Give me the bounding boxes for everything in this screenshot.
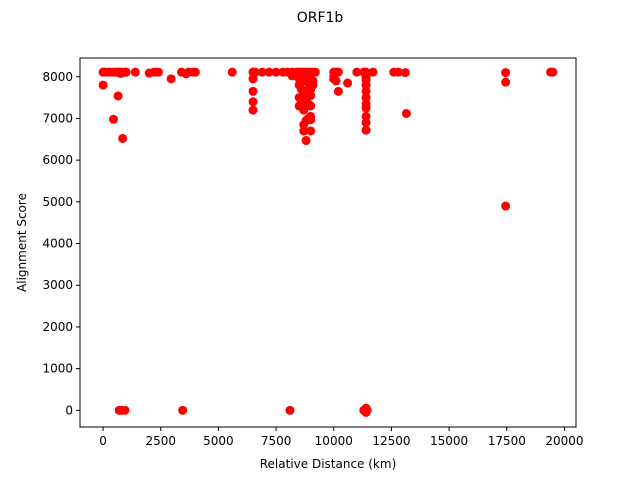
y-tick-label: 6000	[42, 153, 73, 167]
data-point	[501, 201, 511, 211]
data-point	[130, 67, 140, 77]
data-point	[248, 86, 258, 96]
data-points	[98, 67, 558, 417]
data-point	[331, 76, 341, 86]
data-point	[227, 67, 237, 77]
data-point	[113, 91, 123, 101]
data-point	[299, 105, 309, 115]
x-axis-ticks: 0 2500 5000 7500 10000 12500 15000 17500 20000	[99, 427, 584, 448]
data-point	[343, 78, 353, 88]
y-tick-label: 4000	[42, 237, 73, 251]
data-point	[271, 67, 281, 77]
data-point	[306, 126, 316, 136]
data-point	[361, 118, 371, 128]
data-point	[361, 407, 371, 417]
x-tick-label: 15000	[430, 434, 468, 448]
data-point	[120, 405, 130, 415]
data-point	[153, 67, 163, 77]
data-point	[287, 71, 297, 81]
data-point	[361, 93, 371, 103]
data-point	[248, 105, 258, 115]
data-point	[299, 126, 309, 136]
y-axis-label: Alignment Score	[15, 193, 29, 292]
x-tick-label: 0	[99, 434, 107, 448]
plot-frame	[79, 57, 577, 428]
chart-title: ORF1b	[297, 10, 344, 26]
y-axis-ticks: 0 1000 2000 3000 4000 5000 6000 7000 8000	[42, 70, 80, 417]
y-tick-label: 2000	[42, 320, 73, 334]
data-point	[400, 68, 410, 78]
x-tick-label: 12500	[372, 434, 410, 448]
data-point	[306, 115, 316, 125]
y-tick-label: 8000	[42, 70, 73, 84]
data-point	[248, 97, 258, 107]
x-tick-label: 2500	[145, 434, 176, 448]
data-point	[352, 67, 362, 77]
data-point	[393, 67, 403, 77]
data-point	[310, 67, 320, 77]
x-tick-label: 5000	[203, 434, 234, 448]
data-point	[361, 80, 371, 90]
y-tick-label: 7000	[42, 111, 73, 125]
data-point	[548, 67, 558, 77]
x-tick-label: 20000	[545, 434, 583, 448]
data-point	[118, 133, 128, 143]
data-point	[178, 405, 188, 415]
y-tick-label: 3000	[42, 278, 73, 292]
y-tick-label: 1000	[42, 362, 73, 376]
data-point	[301, 136, 311, 146]
x-tick-label: 7500	[261, 434, 292, 448]
data-point	[501, 77, 511, 87]
data-point	[401, 108, 411, 118]
data-point	[257, 67, 267, 77]
y-tick-label: 0	[65, 403, 73, 417]
data-point	[501, 68, 511, 78]
data-point	[368, 67, 378, 77]
data-point	[108, 114, 118, 124]
x-tick-label: 10000	[315, 434, 353, 448]
x-axis-label: Relative Distance (km)	[260, 457, 397, 471]
data-point	[306, 91, 316, 101]
x-tick-label: 17500	[488, 434, 526, 448]
data-point	[361, 125, 371, 135]
data-point	[306, 101, 316, 111]
data-point	[285, 405, 295, 415]
data-point	[361, 111, 371, 121]
data-point	[333, 86, 343, 96]
data-point	[121, 67, 131, 77]
data-point	[308, 80, 318, 90]
data-point	[361, 86, 371, 96]
data-point	[166, 74, 176, 84]
data-point	[98, 80, 108, 90]
data-point	[361, 103, 371, 113]
data-point	[264, 67, 274, 77]
y-tick-label: 5000	[42, 195, 73, 209]
data-point	[248, 74, 258, 84]
data-point	[190, 67, 200, 77]
